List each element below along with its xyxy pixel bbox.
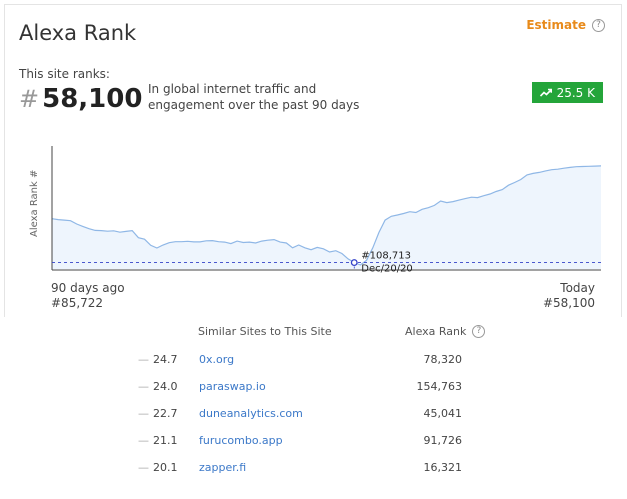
chart-start-label: 90 days ago #85,722 (51, 281, 125, 311)
row-rank: 78,320 (423, 353, 463, 366)
chart-series-line (51, 165, 602, 266)
estimate-link[interactable]: Estimate (526, 18, 586, 32)
alexa-rank-card: Alexa Rank Estimate ? This site ranks: #… (4, 4, 622, 317)
rank-chart: #108,713 Dec/20/20 (23, 140, 605, 280)
trend-up-icon (539, 88, 552, 97)
table-row: — 21.1 furucombo.app 91,726 (0, 434, 627, 454)
help-icon[interactable]: ? (472, 325, 486, 338)
row-score: 20.1 (153, 461, 178, 474)
row-dash: — (138, 407, 149, 420)
row-site-link[interactable]: zapper.fi (199, 461, 247, 474)
table-row: — 22.7 duneanalytics.com 45,041 (0, 407, 627, 427)
table-row: — 24.7 0x.org 78,320 (0, 353, 627, 373)
row-dash: — (138, 461, 149, 474)
estimate-control[interactable]: Estimate ? (526, 18, 605, 32)
row-site-link[interactable]: paraswap.io (199, 380, 266, 393)
help-icon[interactable]: ? (592, 18, 605, 32)
similar-sites-header: Similar Sites to This Site (198, 325, 332, 338)
chart-marker-point (350, 259, 358, 266)
similar-rank-header-label: Alexa Rank (405, 325, 467, 338)
row-dash: — (138, 353, 149, 366)
rank-description: In global internet traffic and engagemen… (148, 82, 360, 112)
row-site-link[interactable]: furucombo.app (199, 434, 283, 447)
rank-value: # 58,100 (19, 84, 142, 114)
row-dash: — (138, 434, 149, 447)
table-row: — 24.0 paraswap.io 154,763 (0, 380, 627, 400)
similar-rank-header: Alexa Rank ? (405, 325, 486, 338)
rank-number: 58,100 (42, 84, 143, 114)
page-title: Alexa Rank (19, 21, 137, 45)
chart-end-label: Today #58,100 (543, 281, 595, 311)
row-rank: 16,321 (423, 461, 463, 474)
table-row: — 20.1 zapper.fi 16,321 (0, 461, 627, 481)
row-score: 22.7 (153, 407, 178, 420)
row-dash: — (138, 380, 149, 393)
row-score: 24.0 (153, 380, 178, 393)
rank-chart-svg: #108,713 Dec/20/20 (51, 146, 602, 275)
row-score: 21.1 (153, 434, 178, 447)
rank-delta-badge: 25.5 K (531, 82, 603, 103)
chart-marker-date: Dec/20/20 (361, 264, 413, 275)
row-score: 24.7 (153, 353, 178, 366)
chart-start-value: #85,722 (51, 296, 104, 310)
rank-delta-value: 25.5 K (556, 85, 595, 100)
row-rank: 154,763 (416, 380, 463, 393)
row-site-link[interactable]: 0x.org (199, 353, 235, 366)
chart-end-text: Today (560, 281, 595, 295)
rank-hash: # (19, 85, 40, 113)
row-rank: 91,726 (423, 434, 463, 447)
ranks-label: This site ranks: (19, 67, 110, 81)
chart-area-fill (52, 165, 601, 269)
row-site-link[interactable]: duneanalytics.com (199, 407, 303, 420)
chart-end-value: #58,100 (542, 296, 595, 310)
row-rank: 45,041 (423, 407, 463, 420)
chart-start-text: 90 days ago (51, 281, 125, 295)
chart-marker-value: #108,713 (361, 251, 411, 262)
